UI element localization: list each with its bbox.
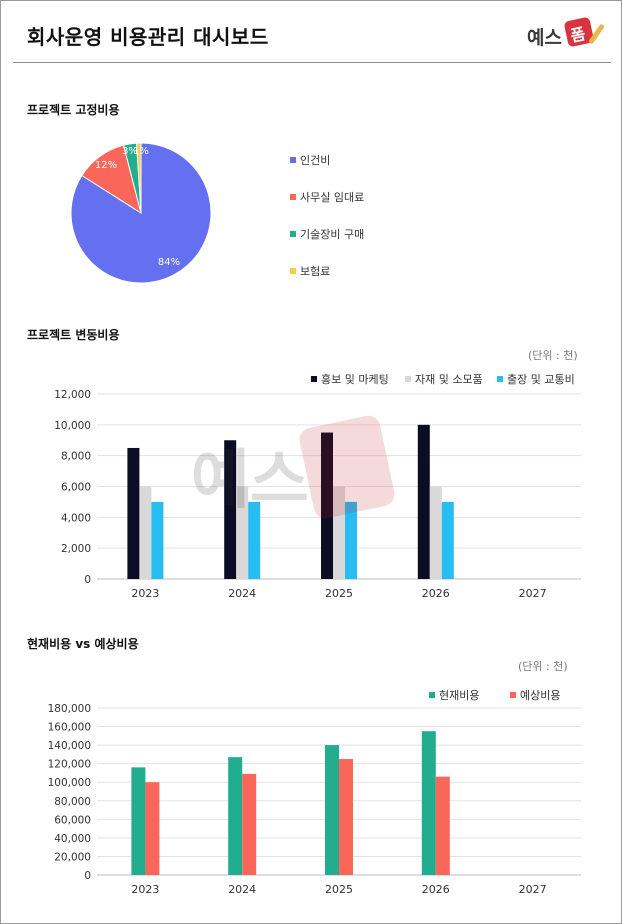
legend-item-예상비용: 예상비용	[510, 687, 560, 703]
pie-legend-item-사무실-임대료: 사무실 임대료	[290, 189, 364, 205]
legend-swatch	[290, 157, 296, 163]
fixed-cost-pie-chart: 84% 12% 3%1%	[70, 142, 212, 284]
pie-data-label-사무실-임대료: 12%	[95, 160, 117, 171]
page-title: 회사운영 비용관리 대시보드	[27, 25, 269, 49]
bar-자재-및-소모품-2023	[139, 486, 152, 579]
pie-legend-item-인건비: 인건비	[290, 152, 330, 168]
bar-홍보-및-마케팅-2025	[321, 432, 333, 579]
legend-swatch	[290, 268, 296, 274]
bar-홍보-및-마케팅-2023	[127, 447, 140, 579]
bar-자재-및-소모품-2025	[333, 486, 345, 579]
y-tick-label: 180,000	[48, 703, 91, 715]
pie-legend-item-보험료: 보험료	[290, 263, 330, 279]
y-tick-label: 8,000	[61, 451, 91, 463]
legend-label: 기술장비 구매	[300, 228, 365, 241]
bar-자재-및-소모품-2026	[429, 486, 442, 579]
fixed-cost-title: 프로젝트 고정비용	[27, 103, 120, 117]
compare-cost-title: 현재비용 vs 예상비용	[27, 637, 139, 651]
legend-swatch	[290, 194, 296, 200]
compare-cost-bar-chart: 0 20,000 40,000 60,000 80,000 100,000 120,000 1…	[48, 703, 581, 896]
y-tick-label: 0	[84, 870, 91, 882]
y-tick-label: 4,000	[61, 512, 91, 524]
legend-item-자재-및-소모품: 자재 및 소모품	[405, 371, 483, 387]
y-tick-label: 80,000	[54, 796, 91, 808]
bar-홍보-및-마케팅-2024	[224, 440, 237, 579]
legend-item-홍보-및-마케팅: 홍보 및 마케팅	[311, 371, 389, 387]
bar-출장-및-교통비-2023	[151, 501, 164, 579]
legend-swatch	[405, 376, 411, 382]
legend-label: 인건비	[300, 154, 331, 167]
legend-label: 출장 및 교통비	[507, 373, 575, 386]
x-tick-label: 2027	[519, 883, 547, 896]
pie-data-label-기술장비-구매: 3%	[122, 146, 138, 157]
legend-swatch	[311, 376, 317, 382]
bar-출장-및-교통비-2025	[345, 501, 357, 579]
legend-swatch	[429, 692, 435, 698]
x-tick-label: 2025	[325, 883, 353, 896]
bar-현재비용-2025	[325, 745, 339, 875]
legend-label: 현재비용	[439, 689, 480, 702]
y-tick-label: 6,000	[61, 482, 91, 494]
x-tick-label: 2027	[519, 587, 547, 600]
x-tick-label: 2023	[131, 883, 159, 896]
y-tick-label: 120,000	[48, 759, 91, 771]
pie-legend-item-기술장비-구매: 기술장비 구매	[290, 226, 364, 242]
x-tick-label: 2025	[325, 587, 353, 600]
bar-현재비용-2024	[228, 757, 243, 875]
legend-label: 사무실 임대료	[300, 191, 365, 204]
bar-홍보-및-마케팅-2026	[417, 424, 430, 579]
bar-출장-및-교통비-2024	[248, 501, 261, 579]
bar-예상비용-2024	[242, 773, 257, 875]
bar-자재-및-소모품-2024	[236, 486, 249, 579]
compare-cost-unit: (단위 : 천)	[518, 660, 568, 673]
bar-예상비용-2025	[339, 759, 353, 875]
x-tick-label: 2024	[228, 587, 256, 600]
variable-cost-title: 프로젝트 변동비용	[27, 328, 120, 342]
pie-data-label-보험료: 1%	[133, 146, 149, 157]
x-tick-label: 2023	[131, 587, 159, 600]
bar-예상비용-2023	[145, 782, 160, 875]
x-tick-label: 2024	[228, 883, 256, 896]
y-tick-label: 140,000	[48, 740, 91, 752]
legend-label: 홍보 및 마케팅	[321, 373, 389, 386]
y-tick-label: 60,000	[54, 814, 91, 826]
variable-cost-unit: (단위 : 천)	[528, 349, 578, 362]
legend-swatch	[290, 231, 296, 237]
y-tick-label: 40,000	[54, 833, 91, 845]
logo-text: 예스	[527, 27, 562, 49]
bar-현재비용-2023	[131, 767, 146, 875]
legend-label: 예상비용	[520, 689, 561, 702]
y-tick-label: 160,000	[48, 722, 91, 734]
bar-출장-및-교통비-2026	[441, 501, 454, 579]
y-tick-label: 0	[84, 574, 91, 586]
legend-label: 보험료	[300, 265, 331, 278]
legend-label: 자재 및 소모품	[415, 373, 483, 386]
legend-swatch	[510, 692, 516, 698]
brand-logo: 예스 폼	[521, 16, 611, 53]
y-tick-label: 12,000	[54, 389, 91, 401]
x-tick-label: 2026	[422, 587, 450, 600]
legend-swatch	[497, 376, 503, 382]
x-tick-label: 2026	[422, 883, 450, 896]
y-tick-label: 2,000	[61, 543, 91, 555]
y-tick-label: 10,000	[54, 420, 91, 432]
legend-item-현재비용: 현재비용	[429, 687, 479, 703]
pie-slice-보험료	[136, 142, 142, 214]
variable-cost-bar-chart: 0 2,000 4,000 6,000 8,000 10,000 12,000 2023 202…	[54, 389, 581, 600]
bar-현재비용-2026	[421, 731, 436, 875]
y-tick-label: 100,000	[48, 777, 91, 789]
y-tick-label: 20,000	[54, 851, 91, 863]
pie-data-label-인건비: 84%	[158, 257, 180, 268]
header-divider	[13, 62, 611, 63]
legend-item-출장-및-교통비: 출장 및 교통비	[497, 371, 575, 387]
bar-예상비용-2026	[435, 776, 450, 875]
